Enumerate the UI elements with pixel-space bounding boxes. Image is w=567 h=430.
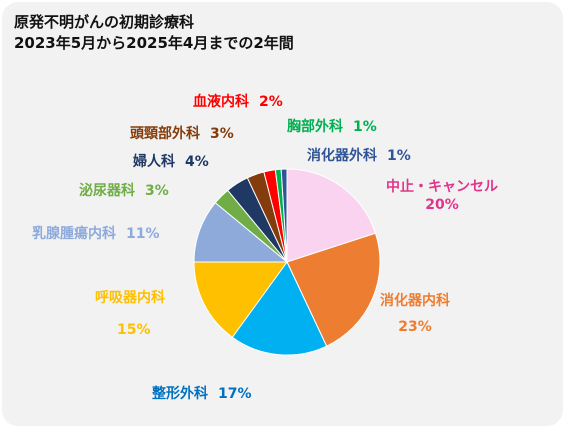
label-head-neck-surgery: 頭頸部外科 3% xyxy=(130,125,234,143)
label-orthopedics: 整形外科 17% xyxy=(152,385,252,403)
label-gastro-surgery-pct: 1% xyxy=(387,148,411,164)
label-hematology-pct: 2% xyxy=(259,94,283,110)
pie-slice-3 xyxy=(193,261,288,338)
label-gastro-surgery-name: 消化器外科 xyxy=(307,148,377,164)
label-breast-oncology-pct: 11% xyxy=(126,226,160,242)
label-gastro-medicine: 消化器内科 23% xyxy=(380,292,450,336)
label-breast-oncology-name: 乳腺腫瘍内科 xyxy=(32,226,116,242)
label-thoracic-surgery-pct: 1% xyxy=(353,119,377,135)
label-gastro-surgery: 消化器外科 1% xyxy=(307,147,411,165)
label-thoracic-surgery: 胸部外科 1% xyxy=(287,118,377,136)
chart-title-line1: 原発不明がんの初期診療科 xyxy=(14,13,195,31)
label-gynecology-pct: 4% xyxy=(185,154,209,170)
label-breast-oncology: 乳腺腫瘍内科 11% xyxy=(32,225,160,243)
label-head-neck-surgery-pct: 3% xyxy=(210,126,234,142)
label-head-neck-surgery-name: 頭頸部外科 xyxy=(130,126,200,142)
pie-slice-1 xyxy=(286,232,381,347)
pie-slice-10 xyxy=(280,168,288,263)
label-respiratory: 呼吸器内科 15% xyxy=(95,289,165,339)
label-respiratory-name: 呼吸器内科 xyxy=(95,290,165,306)
pie-slice-2 xyxy=(231,261,328,356)
label-gastro-medicine-name: 消化器内科 xyxy=(380,293,450,309)
label-urology: 泌尿器科 3% xyxy=(79,182,169,200)
label-orthopedics-name: 整形外科 xyxy=(152,386,208,402)
label-orthopedics-pct: 17% xyxy=(218,386,252,402)
label-cancel: 中止・キャンセル 20% xyxy=(386,178,498,214)
label-urology-name: 泌尿器科 xyxy=(79,183,135,199)
label-thoracic-surgery-name: 胸部外科 xyxy=(287,119,343,135)
label-respiratory-pct: 15% xyxy=(117,322,151,338)
label-cancel-pct: 20% xyxy=(425,197,459,213)
pie-slice-0 xyxy=(286,168,377,263)
label-cancel-name: 中止・キャンセル xyxy=(386,179,498,195)
label-urology-pct: 3% xyxy=(145,183,169,199)
chart-title-line2: 2023年5月から2025年4月までの2年間 xyxy=(14,34,294,52)
label-gynecology-name: 婦人科 xyxy=(133,154,175,170)
chart-title: 原発不明がんの初期診療科 2023年5月から2025年4月までの2年間 xyxy=(14,12,294,54)
label-hematology: 血液内科 2% xyxy=(193,93,283,111)
label-hematology-name: 血液内科 xyxy=(193,94,249,110)
label-gastro-medicine-pct: 23% xyxy=(398,319,432,335)
label-gynecology: 婦人科 4% xyxy=(133,153,209,171)
